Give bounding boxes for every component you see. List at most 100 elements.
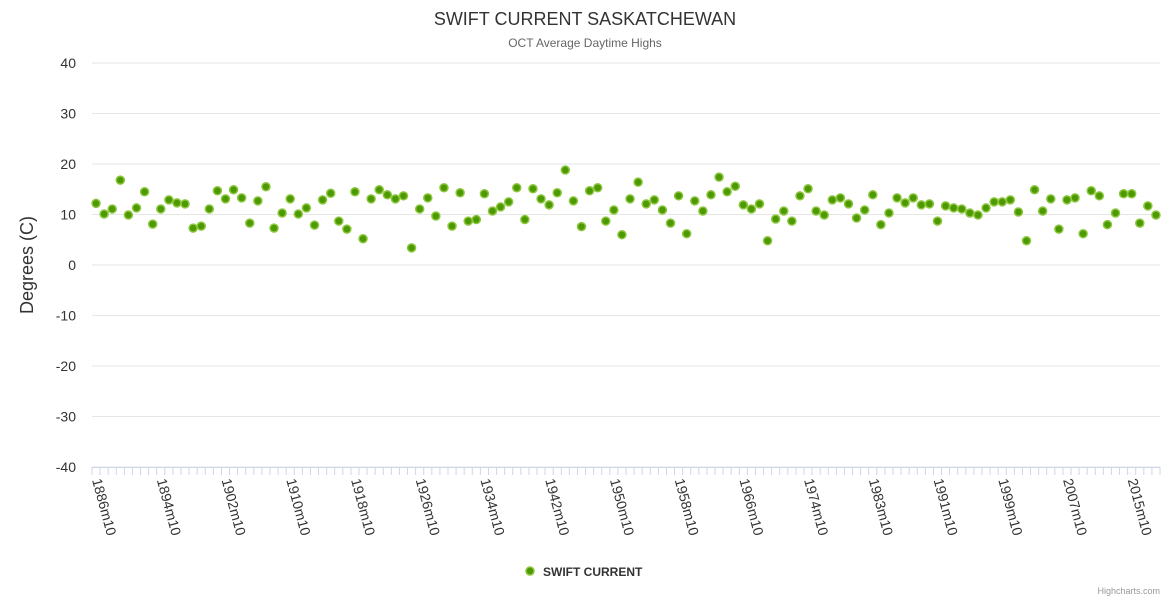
data-point[interactable] (746, 204, 757, 214)
data-point[interactable] (107, 204, 117, 214)
data-point[interactable] (633, 177, 643, 187)
data-point[interactable] (301, 203, 312, 213)
data-point[interactable] (358, 233, 368, 244)
data-point[interactable] (317, 195, 328, 205)
data-point[interactable] (528, 183, 538, 194)
data-point[interactable] (843, 199, 854, 209)
data-point[interactable] (228, 185, 239, 195)
data-point[interactable] (924, 199, 935, 209)
data-point[interactable] (762, 236, 773, 246)
data-point[interactable] (164, 195, 174, 205)
data-point[interactable] (1046, 194, 1056, 204)
data-point[interactable] (487, 206, 498, 216)
data-point[interactable] (770, 214, 781, 224)
data-point[interactable] (560, 165, 571, 175)
data-point[interactable] (997, 197, 1007, 207)
data-point[interactable] (859, 205, 870, 215)
data-point[interactable] (932, 216, 943, 226)
data-point[interactable] (382, 190, 393, 200)
data-point[interactable] (916, 200, 927, 210)
data-point[interactable] (730, 181, 740, 191)
data-point[interactable] (1126, 189, 1137, 199)
data-point[interactable] (471, 214, 482, 225)
data-point[interactable] (236, 193, 247, 203)
data-point[interactable] (309, 220, 320, 230)
data-point[interactable] (350, 187, 360, 197)
data-point[interactable] (1135, 218, 1145, 228)
data-point[interactable] (245, 218, 255, 228)
data-point[interactable] (423, 193, 433, 203)
credits-link[interactable]: Highcharts.com (1097, 586, 1160, 596)
data-point[interactable] (156, 204, 166, 214)
data-point[interactable] (1078, 228, 1088, 239)
data-point[interactable] (576, 221, 587, 232)
data-point[interactable] (1143, 201, 1153, 211)
data-point[interactable] (455, 188, 465, 198)
data-point[interactable] (374, 185, 384, 195)
data-point[interactable] (447, 221, 457, 231)
data-point[interactable] (940, 201, 951, 211)
data-point[interactable] (1110, 208, 1121, 218)
data-point[interactable] (285, 194, 295, 204)
data-point[interactable] (900, 198, 910, 208)
data-point[interactable] (1062, 195, 1072, 205)
legend-item[interactable]: SWIFT CURRENT (525, 565, 643, 579)
data-point[interactable] (1102, 219, 1113, 230)
data-point[interactable] (868, 190, 878, 200)
data-point[interactable] (876, 219, 886, 230)
data-point[interactable] (398, 191, 409, 201)
data-point[interactable] (617, 229, 627, 240)
data-point[interactable] (503, 197, 514, 207)
data-point[interactable] (1054, 224, 1064, 234)
data-point[interactable] (188, 223, 198, 233)
data-point[interactable] (908, 193, 918, 203)
data-point[interactable] (827, 195, 838, 205)
data-point[interactable] (1037, 206, 1048, 216)
data-point[interactable] (1151, 210, 1161, 220)
data-point[interactable] (414, 204, 425, 214)
data-point[interactable] (342, 224, 352, 234)
data-point[interactable] (261, 181, 271, 192)
data-point[interactable] (99, 209, 109, 219)
data-point[interactable] (601, 216, 611, 226)
data-point[interactable] (123, 210, 134, 220)
data-point[interactable] (965, 208, 975, 218)
data-point[interactable] (269, 223, 279, 233)
data-point[interactable] (131, 203, 142, 213)
data-point[interactable] (366, 194, 376, 204)
data-point[interactable] (722, 187, 732, 197)
data-point[interactable] (892, 193, 902, 203)
data-point[interactable] (115, 175, 126, 185)
data-point[interactable] (334, 216, 344, 226)
data-point[interactable] (293, 209, 304, 219)
data-point[interactable] (681, 228, 692, 239)
data-point[interactable] (948, 203, 959, 213)
data-point[interactable] (592, 182, 603, 193)
data-point[interactable] (625, 194, 635, 204)
data-point[interactable] (520, 214, 530, 225)
data-point[interactable] (172, 198, 182, 208)
data-point[interactable] (204, 204, 215, 214)
data-point[interactable] (1094, 191, 1105, 201)
data-point[interactable] (657, 205, 668, 215)
data-point[interactable] (714, 172, 724, 182)
data-point[interactable] (196, 221, 206, 231)
data-point[interactable] (811, 206, 821, 216)
data-point[interactable] (180, 199, 190, 209)
data-point[interactable] (803, 183, 813, 194)
data-point[interactable] (754, 199, 765, 209)
data-point[interactable] (1013, 207, 1024, 217)
data-point[interactable] (989, 197, 999, 207)
data-point[interactable] (568, 196, 579, 206)
data-point[interactable] (957, 204, 967, 214)
data-point[interactable] (835, 193, 846, 203)
data-point[interactable] (584, 186, 595, 196)
data-point[interactable] (512, 182, 522, 193)
data-point[interactable] (277, 208, 287, 218)
data-point[interactable] (325, 188, 336, 199)
data-point[interactable] (1005, 195, 1016, 205)
data-point[interactable] (698, 206, 708, 216)
data-point[interactable] (641, 199, 651, 209)
data-point[interactable] (147, 219, 158, 229)
data-point[interactable] (139, 187, 150, 197)
